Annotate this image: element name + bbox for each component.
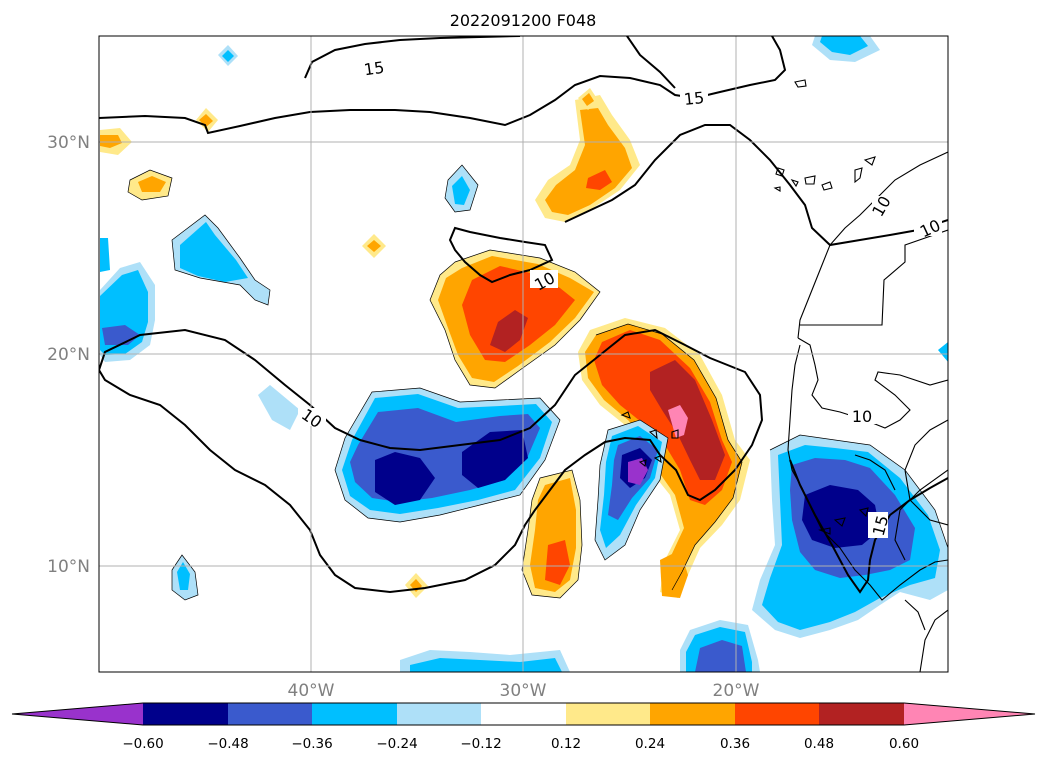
graticule	[99, 36, 948, 672]
negative-africa	[400, 36, 948, 672]
negative-cape-verde	[595, 420, 668, 560]
contour-label: 15	[363, 58, 386, 80]
colorbar-cell	[397, 703, 482, 725]
colorbar-tick-label: 0.36	[720, 736, 750, 752]
contour-label: 15	[869, 513, 893, 538]
colorbar-ticks: −0.60 −0.48 −0.36 −0.24 −0.12 0.12 0.24 …	[122, 736, 919, 752]
colorbar-tick-label: −0.60	[122, 736, 163, 752]
lon-label: 40°W	[288, 681, 335, 701]
map-title: 2022091200 F048	[450, 11, 597, 30]
colorbar-cell	[143, 703, 228, 725]
colorbar-cell	[566, 703, 651, 725]
lon-label: 20°W	[713, 681, 760, 701]
lat-label: 10°N	[47, 557, 90, 577]
colorbar-cell	[650, 703, 735, 725]
colorbar-tick-label: 0.24	[635, 736, 665, 752]
lat-label: 20°N	[47, 345, 90, 365]
lat-label: 30°N	[47, 133, 90, 153]
colorbar-tick-label: 0.48	[804, 736, 834, 752]
colorbar-cell	[228, 703, 313, 725]
positive-blob-north	[535, 95, 640, 222]
colorbar-tick-label: −0.48	[207, 736, 248, 752]
contour-label-group: 15 15 10 10 10 10 15 10	[298, 58, 943, 538]
colorbar: −0.60 −0.48 −0.36 −0.24 −0.12 0.12 0.24 …	[11, 702, 1036, 752]
positive-blob-center	[430, 250, 600, 388]
colorbar-extension-right	[904, 703, 1035, 725]
plot-area: 15 15 10 10 10 10 15 10	[99, 36, 948, 672]
colorbar-outline	[11, 702, 1036, 726]
colorbar-cell	[819, 703, 904, 725]
contour-label: 15	[683, 88, 705, 109]
colorbar-tick-label: −0.24	[376, 736, 417, 752]
plot-frame	[98, 35, 949, 673]
coastlines	[620, 79, 948, 672]
colorbar-cell	[735, 703, 820, 725]
colorbar-extension-left	[12, 703, 143, 725]
negative-band-middle	[335, 388, 560, 522]
colorbar-tick-label: 0.60	[889, 736, 919, 752]
colorbar-tick-label: 0.12	[551, 736, 581, 752]
contour-label: 10	[852, 407, 872, 426]
anomaly-edges	[127, 164, 948, 601]
colorbar-cell	[312, 703, 397, 725]
negative-west	[100, 45, 478, 600]
colorbar-tick-label: −0.36	[291, 736, 332, 752]
colorbar-tick-label: −0.12	[460, 736, 501, 752]
height-contours	[99, 36, 948, 594]
colorbar-cells	[12, 703, 1035, 725]
lon-label: 30°W	[500, 681, 547, 701]
colorbar-cell	[481, 703, 566, 725]
